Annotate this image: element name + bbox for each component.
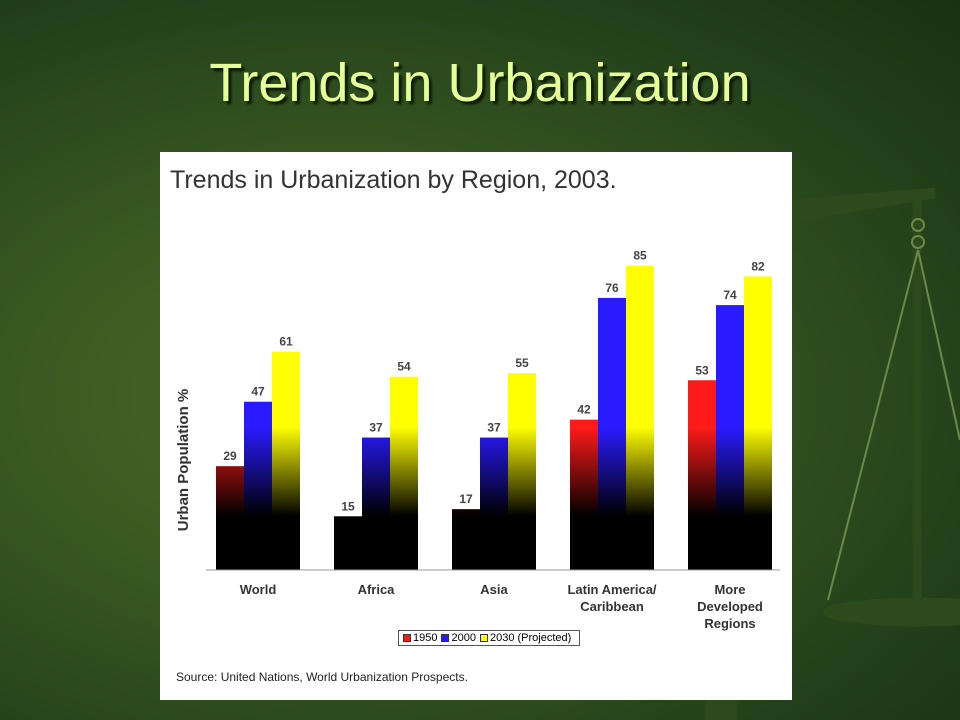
category-label: Latin America/Caribbean: [567, 582, 656, 614]
bar-2030-4: [744, 276, 772, 570]
labels-layer: 29 47 61 15 37 54 17 37 55 42 76 85 53 74 82: [223, 249, 765, 514]
chart-panel: Trends in Urbanization by Region, 2003. …: [160, 152, 792, 700]
bar-1950-2: [452, 509, 480, 570]
scale-ring-top: [911, 218, 925, 232]
legend-swatch: [403, 634, 411, 642]
scale-beam-shape: [791, 187, 936, 223]
data-label: 76: [605, 281, 619, 295]
legend: 1950 2000 2030 (Projected): [398, 630, 581, 646]
bar-2030-0: [272, 351, 300, 570]
bar-2000-2: [480, 437, 508, 570]
category-label: Africa: [358, 582, 396, 597]
bar-chart: Trends in Urbanization by Region, 2003. …: [170, 166, 780, 631]
y-axis-label: Urban Population %: [175, 389, 192, 532]
data-label: 82: [751, 259, 765, 273]
legend-label: 2000: [451, 632, 476, 644]
legend-swatch: [441, 634, 450, 642]
scale-ring-bottom: [911, 235, 925, 249]
scale-chain-right: [917, 249, 960, 441]
bar-1950-0: [216, 466, 244, 570]
bar-2000-3: [598, 297, 626, 570]
bar-2030-2: [508, 373, 536, 570]
legend-item: 2030 (Projected): [479, 632, 572, 644]
legend-swatch: [479, 634, 488, 642]
category-label: World: [240, 582, 277, 597]
category-labels: World Africa Asia Latin America/Caribbean Mo…: [240, 582, 763, 631]
data-label: 15: [341, 499, 355, 513]
bar-1950-3: [570, 419, 598, 570]
bars-layer: [216, 265, 772, 570]
data-label: 47: [251, 385, 265, 399]
data-label: 55: [515, 356, 529, 370]
chart-title: Trends in Urbanization by Region, 2003.: [170, 166, 617, 194]
scale-chain-left: [827, 249, 919, 601]
legend-label: 1950: [413, 632, 438, 644]
data-label: 54: [397, 360, 411, 374]
data-label: 42: [577, 403, 591, 417]
bar-2030-1: [390, 376, 418, 570]
scale-pan-shape: [822, 597, 960, 627]
bar-2000-4: [716, 305, 744, 570]
data-label: 53: [695, 363, 709, 377]
data-label: 17: [459, 492, 473, 506]
slide-title: Trends in Urbanization: [209, 53, 751, 113]
data-label: 37: [487, 421, 501, 435]
bar-2030-3: [626, 265, 654, 570]
data-label: 85: [633, 249, 647, 263]
source-note: Source: United Nations, World Urbanizati…: [176, 670, 468, 684]
bar-2000-1: [362, 437, 390, 570]
legend-item: 1950: [403, 632, 437, 644]
bar-1950-4: [688, 380, 716, 570]
data-label: 37: [369, 421, 383, 435]
data-label: 61: [279, 335, 293, 349]
bar-2000-0: [244, 401, 272, 570]
data-label: 74: [723, 288, 737, 302]
category-label: More Developed Regions: [697, 582, 763, 631]
legend-item: 2000: [441, 632, 476, 644]
data-label: 29: [223, 449, 237, 463]
category-label: Asia: [480, 582, 508, 597]
bar-1950-1: [334, 516, 362, 570]
legend-label: 2030 (Projected): [489, 632, 572, 644]
